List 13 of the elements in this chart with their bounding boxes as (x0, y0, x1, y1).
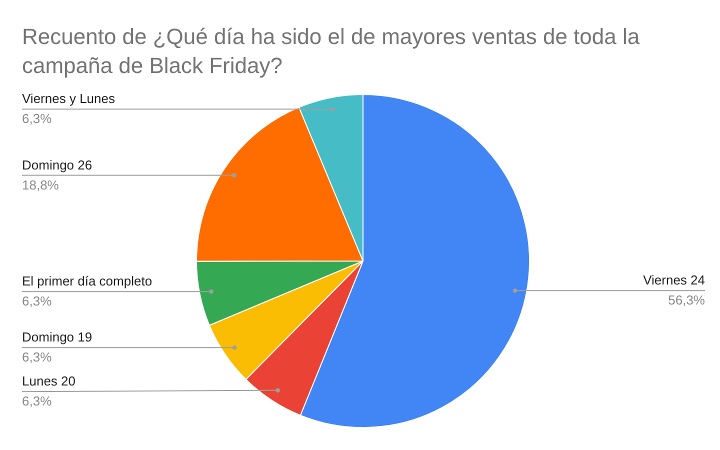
data-label: 18,8% (22, 177, 60, 192)
slice-label: El primer día completo (22, 274, 152, 289)
data-label: 6,3% (22, 294, 52, 309)
chart-title: Recuento de ¿Qué día ha sido el de mayores ventas de toda la campaña de Black Friday? (22, 23, 641, 80)
slice-label: Domingo 26 (22, 157, 92, 172)
data-label: 56,3% (668, 292, 706, 308)
slice-label: Domingo 19 (22, 330, 92, 345)
data-label: 6,3% (22, 394, 52, 409)
data-label: 6,3% (22, 350, 52, 365)
slice-label: Lunes 20 (22, 374, 76, 389)
slice-label: Viernes y Lunes (22, 91, 116, 106)
slice-label: Viernes 24 (643, 272, 705, 288)
data-label: 6,3% (22, 111, 52, 126)
